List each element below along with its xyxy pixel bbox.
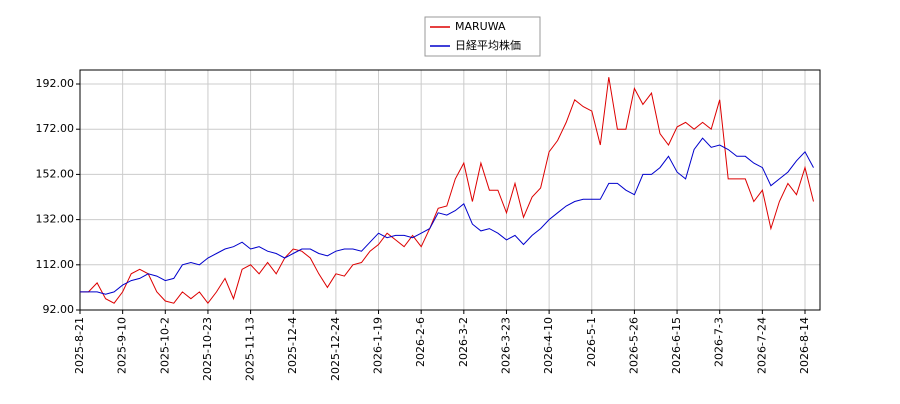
legend-box: [424, 16, 541, 57]
x-tick-label: 2025-10-23: [201, 317, 214, 381]
y-tick-label: 112.00: [36, 258, 75, 271]
x-tick-label: 2025-9-10: [116, 317, 129, 374]
x-tick-label: 2025-12-24: [329, 317, 342, 381]
x-tick-label: 2026-1-19: [372, 317, 385, 374]
x-tick-label: 2026-5-26: [627, 317, 640, 374]
x-tick-label: 2026-7-3: [713, 317, 726, 367]
legend-label: MARUWA: [455, 20, 506, 33]
x-tick-label: 2026-3-23: [499, 317, 512, 374]
x-tick-label: 2026-6-15: [670, 317, 683, 374]
x-tick-label: 2026-7-24: [755, 317, 768, 374]
x-tick-label: 2026-5-1: [585, 317, 598, 367]
y-tick-label: 172.00: [36, 122, 75, 135]
y-tick-label: 132.00: [36, 213, 75, 226]
y-tick-label: 92.00: [43, 303, 75, 316]
x-tick-label: 2026-4-10: [542, 317, 555, 374]
x-tick-label: 2025-8-21: [73, 317, 86, 374]
data-line: [80, 77, 814, 305]
x-tick-label: 2026-3-2: [457, 317, 470, 367]
y-tick-label: 152.00: [36, 167, 75, 180]
plot-frame: [79, 69, 821, 311]
x-tick-label: 2025-12-4: [286, 317, 299, 374]
x-tick-label: 2026-2-6: [414, 317, 427, 367]
y-tick-label: 192.00: [36, 77, 75, 90]
legend-label: 日経平均株価: [455, 38, 521, 52]
data-line: [80, 137, 814, 295]
x-tick-label: 2025-10-2: [158, 317, 171, 374]
x-tick-label: 2025-11-13: [244, 317, 257, 381]
x-tick-label: 2026-8-14: [798, 317, 811, 374]
